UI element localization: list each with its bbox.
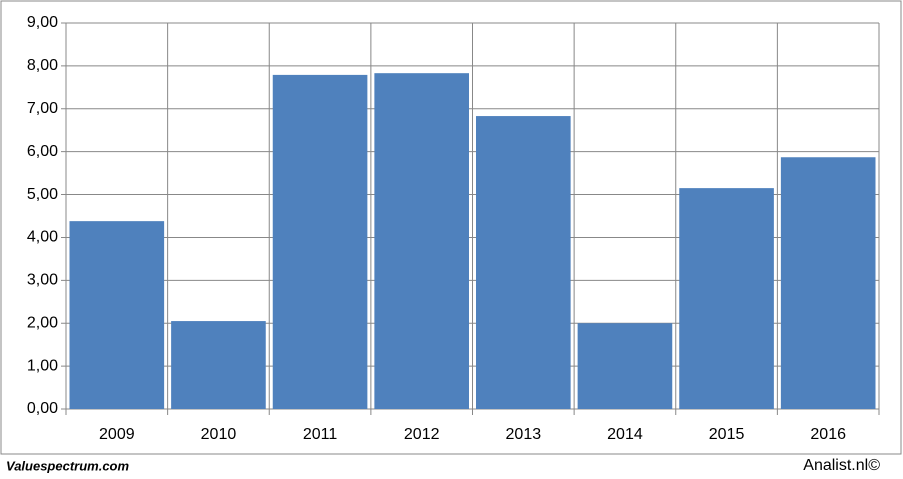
- bar: [272, 74, 368, 409]
- x-tick-label: 2014: [607, 426, 643, 443]
- y-tick-label: 5,00: [27, 186, 58, 203]
- source-right: Analist.nl©: [803, 457, 880, 474]
- y-tick-label: 6,00: [27, 143, 58, 160]
- x-tick-label: 2009: [99, 426, 135, 443]
- x-tick-label: 2016: [810, 426, 846, 443]
- y-tick-label: 3,00: [27, 272, 58, 289]
- bar: [679, 188, 774, 409]
- bar: [476, 116, 571, 410]
- bar: [374, 73, 469, 410]
- y-tick-label: 1,00: [27, 357, 58, 374]
- bar: [780, 157, 876, 409]
- bar: [577, 323, 673, 409]
- y-tick-label: 2,00: [27, 314, 58, 331]
- source-left: Valuespectrum.com: [6, 458, 130, 473]
- x-tick-label: 2015: [709, 426, 745, 443]
- y-tick-label: 9,00: [27, 14, 58, 31]
- y-tick-label: 4,00: [27, 229, 58, 246]
- y-tick-label: 7,00: [27, 100, 58, 117]
- y-tick-label: 0,00: [27, 400, 58, 417]
- x-tick-label: 2011: [303, 426, 338, 443]
- y-tick-label: 8,00: [27, 57, 58, 74]
- bar: [171, 321, 266, 409]
- x-tick-label: 2010: [201, 426, 237, 443]
- x-tick-label: 2013: [506, 426, 542, 443]
- bar: [69, 221, 165, 409]
- x-tick-label: 2012: [404, 426, 440, 443]
